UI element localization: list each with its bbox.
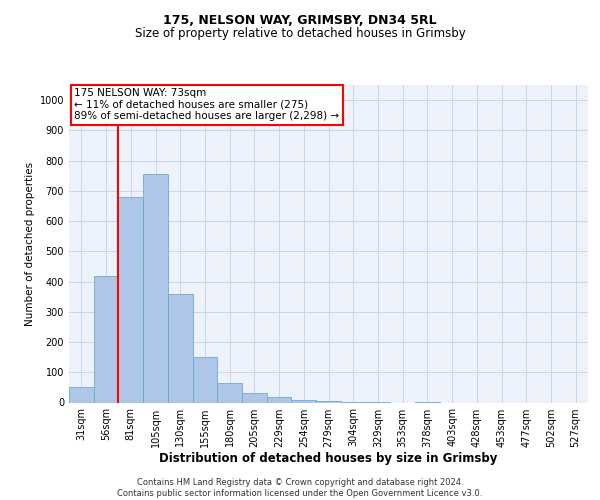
Bar [292, 400, 316, 402]
Bar [193, 357, 217, 403]
Text: Size of property relative to detached houses in Grimsby: Size of property relative to detached ho… [134, 28, 466, 40]
Text: 175, NELSON WAY, GRIMSBY, DN34 5RL: 175, NELSON WAY, GRIMSBY, DN34 5RL [163, 14, 437, 27]
Bar [168, 294, 193, 403]
Bar [143, 174, 168, 402]
Bar [118, 197, 143, 402]
Text: Contains HM Land Registry data © Crown copyright and database right 2024.
Contai: Contains HM Land Registry data © Crown c… [118, 478, 482, 498]
Bar [242, 394, 267, 402]
Bar [267, 397, 292, 402]
Text: 175 NELSON WAY: 73sqm
← 11% of detached houses are smaller (275)
89% of semi-det: 175 NELSON WAY: 73sqm ← 11% of detached … [74, 88, 340, 122]
Y-axis label: Number of detached properties: Number of detached properties [25, 162, 35, 326]
Bar [94, 276, 118, 402]
X-axis label: Distribution of detached houses by size in Grimsby: Distribution of detached houses by size … [160, 452, 497, 466]
Bar [217, 383, 242, 402]
Bar [69, 388, 94, 402]
